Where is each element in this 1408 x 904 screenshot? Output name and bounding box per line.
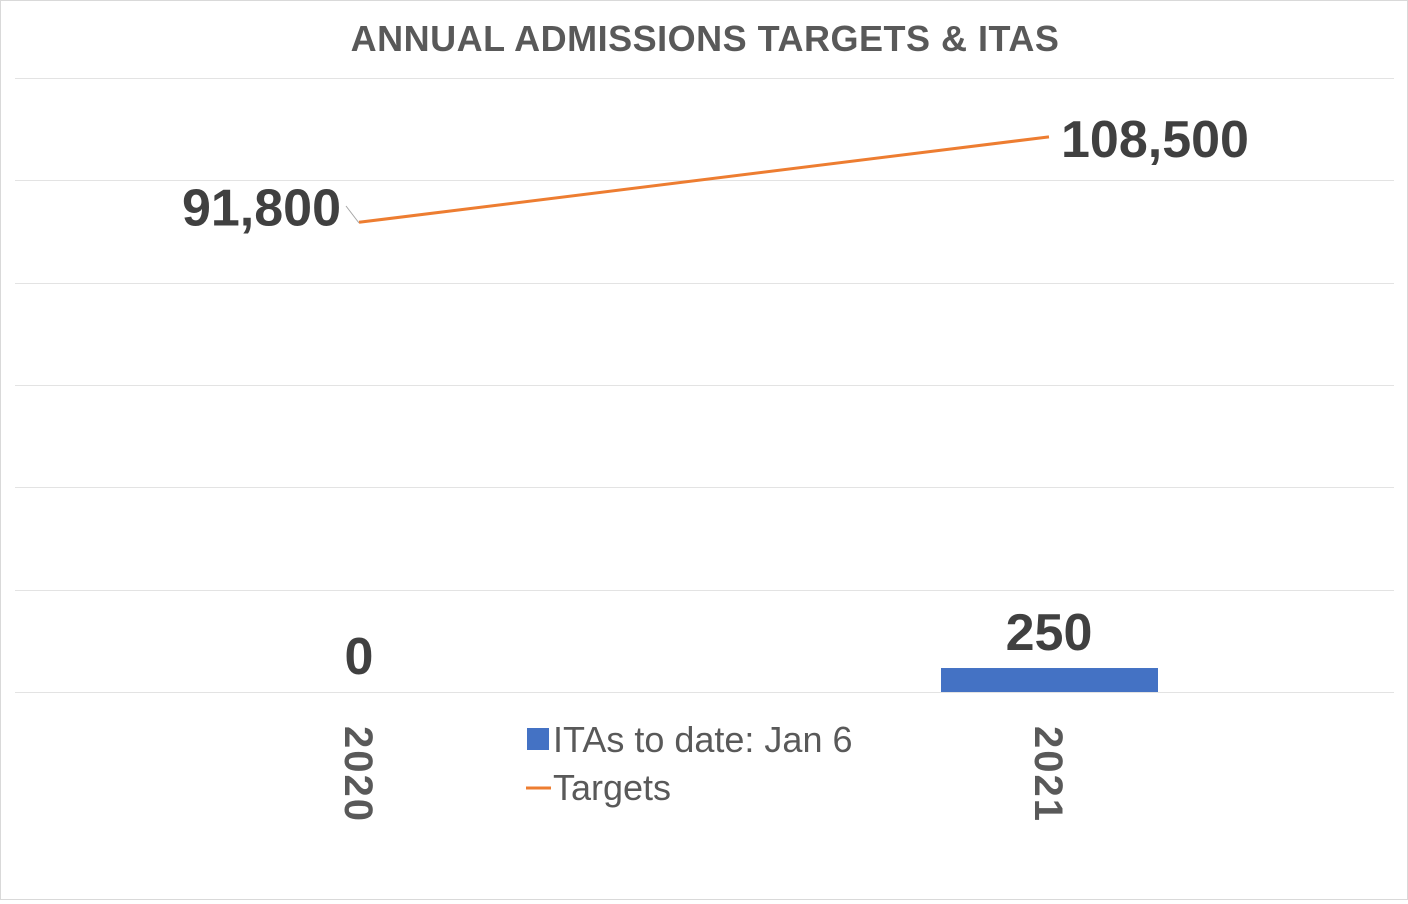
line-label-2020: 91,800 xyxy=(182,179,341,237)
legend: ITAs to date: Jan 6 Targets xyxy=(526,719,853,808)
bar-label-2020: 0 xyxy=(345,628,374,686)
chart-title: ANNUAL ADMISSIONS TARGETS & ITAS xyxy=(351,18,1060,59)
line-series xyxy=(358,135,1050,224)
x-tick-2020: 2020 xyxy=(336,726,380,823)
legend-label-itas: ITAs to date: Jan 6 xyxy=(553,719,853,760)
gridlines xyxy=(15,78,1394,693)
bar-series xyxy=(941,668,1158,692)
data-labels: 0 250 91,800 108,500 xyxy=(182,111,1249,686)
line-label-2021: 108,500 xyxy=(1061,111,1249,169)
bar-2021 xyxy=(941,668,1158,692)
x-axis-ticks: 2020 2021 xyxy=(336,726,1070,823)
legend-swatch-itas xyxy=(527,728,549,750)
x-tick-2021: 2021 xyxy=(1026,726,1070,823)
targets-line xyxy=(358,135,1050,224)
bar-label-2021: 250 xyxy=(1006,604,1093,662)
legend-label-targets: Targets xyxy=(553,767,671,808)
leader-line xyxy=(345,205,360,224)
